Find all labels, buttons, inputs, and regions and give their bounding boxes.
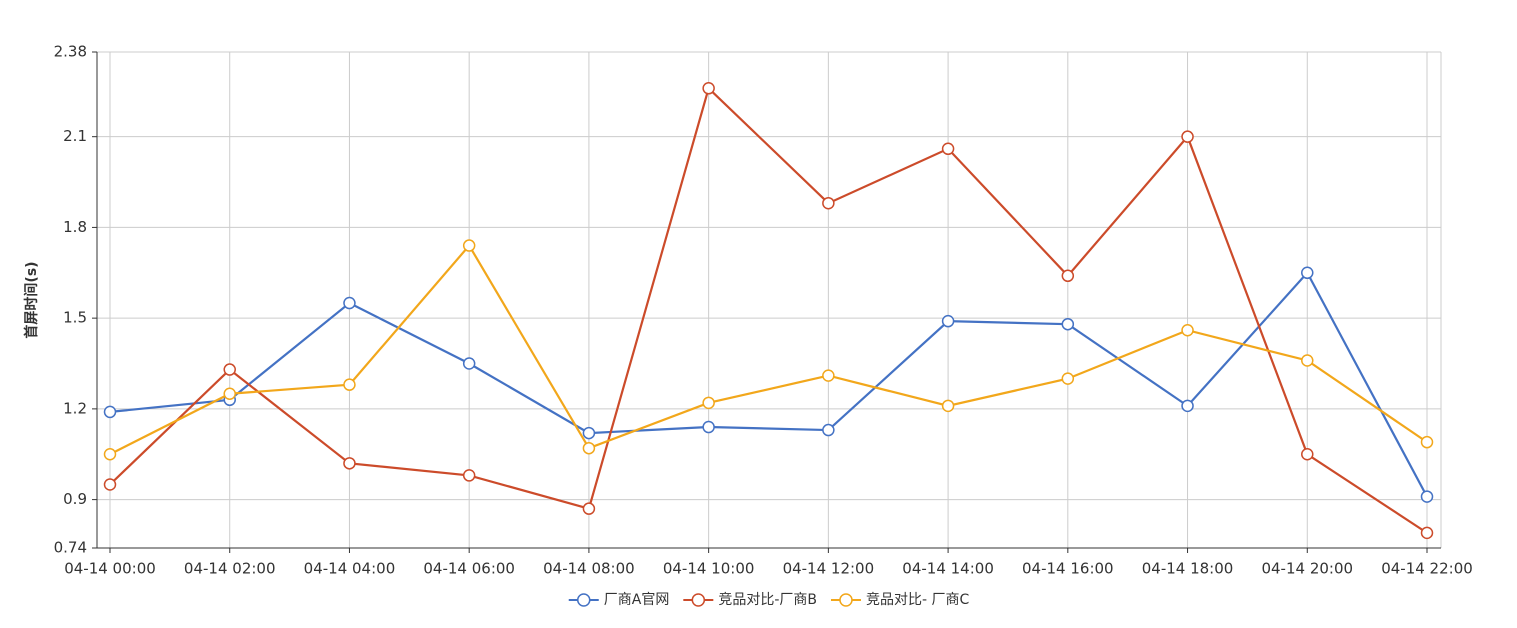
x-tick-label: 04-14 06:00: [423, 560, 515, 578]
data-point: [1181, 399, 1194, 413]
data-point: [103, 447, 117, 461]
x-tick-label: 04-14 00:00: [64, 560, 156, 578]
x-tick-label: 04-14 12:00: [783, 560, 875, 578]
legend-label: 竞品对比-厂商B: [718, 591, 817, 608]
data-point: [343, 378, 356, 391]
data-point: [1301, 447, 1314, 461]
x-tick-label: 04-14 20:00: [1261, 560, 1353, 578]
data-point: [103, 478, 117, 491]
data-point: [582, 426, 596, 440]
data-point: [941, 314, 955, 328]
data-point: [223, 363, 236, 376]
data-point: [343, 296, 356, 310]
x-tick-label: 04-14 08:00: [543, 560, 635, 578]
y-tick-label: 2.38: [54, 43, 87, 61]
x-tick-label: 04-14 16:00: [1022, 560, 1114, 578]
data-point: [1301, 354, 1314, 367]
data-point: [582, 441, 596, 455]
x-tick-label: 04-14 10:00: [663, 560, 755, 578]
data-point: [223, 387, 236, 401]
legend-marker: [576, 593, 591, 607]
series-line: [109, 270, 1428, 498]
legend-marker: [839, 593, 853, 607]
data-point: [1420, 490, 1434, 503]
data-point: [1420, 435, 1434, 449]
x-tick-label: 04-14 04:00: [304, 560, 396, 578]
data-point: [582, 502, 596, 515]
data-point: [941, 399, 955, 413]
data-point: [822, 196, 835, 210]
data-point: [343, 457, 356, 470]
data-point: [1181, 130, 1194, 143]
data-point: [822, 423, 835, 437]
data-point: [822, 369, 835, 382]
x-tick-label: 04-14 14:00: [902, 560, 994, 578]
data-point: [702, 396, 715, 410]
data-point: [462, 469, 476, 482]
data-point: [462, 239, 476, 252]
data-point: [1301, 266, 1314, 280]
data-point: [702, 82, 715, 95]
y-tick-label: 1.8: [63, 218, 87, 236]
data-point: [1061, 372, 1075, 385]
y-tick-label: 0.9: [63, 490, 87, 508]
data-point: [702, 420, 715, 434]
data-point: [1420, 526, 1434, 540]
y-tick-label: 1.5: [63, 309, 87, 327]
x-tick-label: 04-14 18:00: [1142, 560, 1234, 578]
x-tick-label: 04-14 02:00: [184, 560, 276, 578]
y-tick-label: 0.74: [54, 539, 87, 557]
series-line: [109, 243, 1428, 456]
legend: 厂商A官网 竞品对比-厂商B 竞品对比- 厂商C: [568, 591, 970, 608]
data-point: [1061, 317, 1075, 331]
data-point: [1061, 269, 1075, 283]
legend-marker: [691, 593, 706, 607]
data-point: [103, 405, 117, 419]
y-tick-label: 1.2: [63, 399, 87, 417]
y-axis-label: 首屏时间(s): [23, 261, 40, 338]
legend-label: 厂商A官网: [604, 592, 670, 608]
legend-label: 竞品对比- 厂商C: [866, 591, 970, 608]
data-point: [941, 142, 955, 156]
x-tick-label: 04-14 22:00: [1381, 560, 1473, 578]
y-tick-label: 2.1: [63, 127, 87, 145]
data-point: [462, 357, 476, 370]
data-point: [1181, 323, 1194, 337]
series-line: [109, 86, 1428, 534]
